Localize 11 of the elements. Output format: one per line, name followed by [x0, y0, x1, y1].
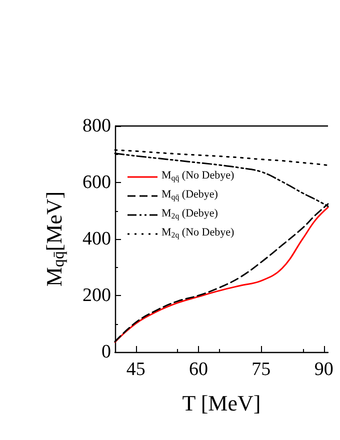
x-tick-label: 75 [252, 359, 271, 380]
y-tick-label: 0 [102, 342, 111, 362]
x-tick-label: 90 [314, 359, 334, 380]
x-tick-label: 45 [126, 359, 146, 380]
y-tick-label: 400 [82, 228, 111, 250]
y-tick-label: 800 [82, 116, 111, 136]
x-axis-title: T [MeV] [182, 390, 261, 416]
y-tick-label: 600 [82, 172, 111, 193]
x-tick-label: 60 [189, 359, 208, 380]
y-tick-label: 200 [82, 285, 111, 306]
y-axis-title: Mqq̄[MeV] [42, 191, 68, 287]
